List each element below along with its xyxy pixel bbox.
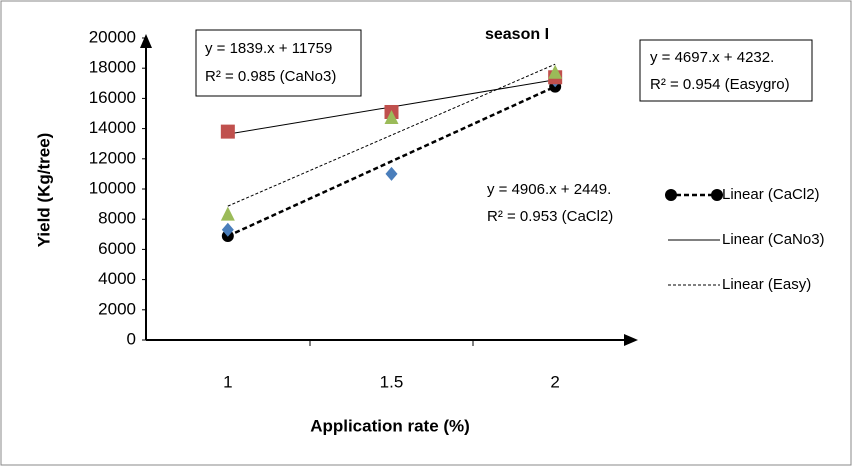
axis-arrow: [140, 34, 152, 48]
x-tick-label: 1.5: [380, 372, 404, 391]
legend-label: Linear (CaCl2): [722, 186, 820, 203]
x-tick-label: 2: [550, 372, 559, 391]
y-tick-label: 10000: [89, 178, 136, 197]
y-tick-label: 2000: [98, 299, 136, 318]
annotation-box: [195, 29, 362, 97]
y-tick-label: 4000: [98, 269, 136, 288]
annotation: y = 1839.x + 11759: [205, 40, 332, 57]
x-axis-label: Application rate (%): [310, 416, 470, 435]
y-tick-label: 12000: [89, 148, 136, 167]
legend-marker: [711, 189, 723, 201]
chart-title: season I: [485, 26, 549, 43]
y-tick-label: 6000: [98, 239, 136, 258]
y-tick-label: 20000: [89, 27, 136, 46]
y-tick-label: 16000: [89, 88, 136, 107]
y-tick-label: 0: [127, 329, 136, 348]
legend-label: Linear (CaNo3): [722, 231, 825, 248]
trendline: [227, 63, 556, 207]
marker-square: [220, 124, 235, 139]
y-tick-label: 14000: [89, 118, 136, 137]
marker-triangle: [548, 64, 563, 79]
axis-arrow: [624, 334, 638, 346]
marker-triangle: [384, 110, 399, 125]
marker-triangle: [220, 206, 235, 221]
annotation: R² = 0.954 (Easygro): [650, 76, 790, 93]
x-tick-label: 1: [223, 372, 232, 391]
trendline: [227, 85, 556, 238]
annotation-box: [639, 39, 813, 102]
y-axis-label: Yield (Kg/tree): [34, 133, 53, 248]
annotation: y = 4906.x + 2449.: [487, 181, 611, 198]
legend-marker: [665, 189, 677, 201]
annotation: y = 4697.x + 4232.: [650, 49, 774, 66]
marker-diamond: [221, 222, 234, 237]
legend-label: Linear (Easy): [722, 276, 811, 293]
y-tick-label: 8000: [98, 209, 136, 228]
y-tick-label: 18000: [89, 58, 136, 77]
annotation: R² = 0.953 (CaCl2): [487, 208, 613, 225]
marker-diamond: [385, 166, 398, 181]
annotation: R² = 0.985 (CaNo3): [205, 68, 336, 85]
